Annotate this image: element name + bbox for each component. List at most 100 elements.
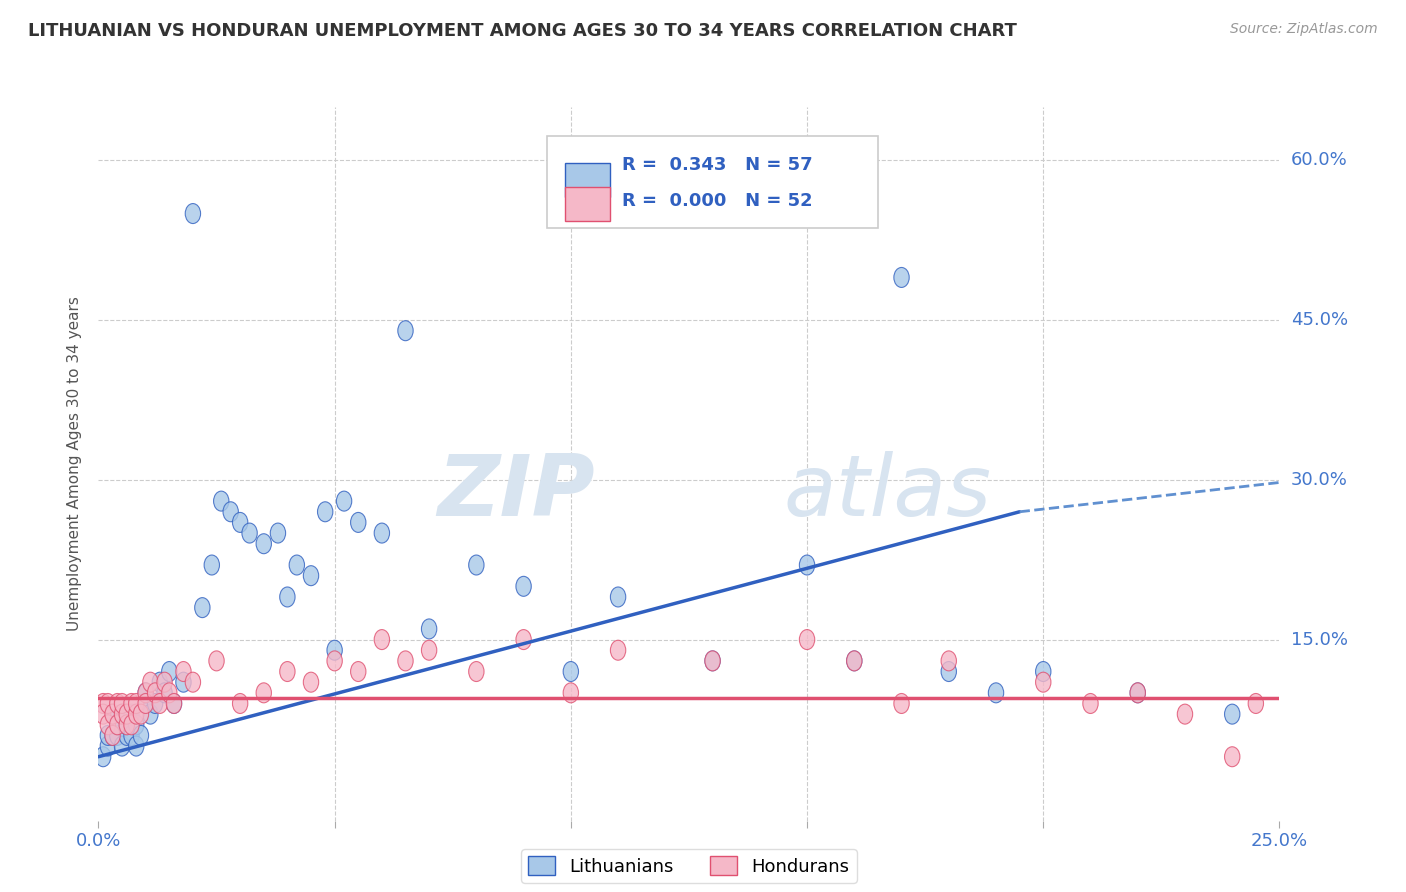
Ellipse shape [100,736,115,756]
Ellipse shape [120,714,135,735]
Legend: Lithuanians, Hondurans: Lithuanians, Hondurans [522,849,856,883]
Ellipse shape [564,683,578,703]
Text: ZIP: ZIP [437,450,595,534]
Ellipse shape [176,673,191,692]
Ellipse shape [350,662,366,681]
Ellipse shape [1225,747,1240,767]
Ellipse shape [280,662,295,681]
Ellipse shape [468,555,484,575]
Ellipse shape [148,683,163,703]
Ellipse shape [128,704,143,724]
Ellipse shape [138,683,153,703]
Ellipse shape [318,502,333,522]
Ellipse shape [422,640,437,660]
Ellipse shape [704,651,720,671]
Text: R =  0.343   N = 57: R = 0.343 N = 57 [621,156,813,174]
Ellipse shape [157,683,173,703]
Ellipse shape [304,673,319,692]
Bar [565,163,610,197]
Ellipse shape [124,704,139,724]
Ellipse shape [114,704,129,724]
Text: 60.0%: 60.0% [1291,152,1347,169]
Ellipse shape [105,704,121,724]
Ellipse shape [232,693,247,714]
FancyBboxPatch shape [547,136,877,228]
Ellipse shape [214,491,229,511]
Ellipse shape [1130,683,1146,703]
Ellipse shape [128,693,143,714]
Ellipse shape [1225,704,1240,724]
Ellipse shape [894,268,910,287]
Ellipse shape [894,693,910,714]
Ellipse shape [152,673,167,692]
Text: atlas: atlas [783,450,991,534]
Ellipse shape [128,736,143,756]
Text: 15.0%: 15.0% [1291,631,1347,648]
Ellipse shape [270,523,285,543]
Bar [565,186,610,221]
Ellipse shape [110,693,125,714]
Ellipse shape [1130,683,1146,703]
Ellipse shape [120,704,135,724]
Ellipse shape [328,651,342,671]
Ellipse shape [800,555,814,575]
Ellipse shape [186,673,201,692]
Ellipse shape [138,693,153,714]
Ellipse shape [124,714,139,735]
Ellipse shape [242,523,257,543]
Ellipse shape [96,693,111,714]
Ellipse shape [176,662,191,681]
Text: 30.0%: 30.0% [1291,471,1347,489]
Ellipse shape [194,598,209,617]
Ellipse shape [120,714,135,735]
Ellipse shape [846,651,862,671]
Ellipse shape [204,555,219,575]
Ellipse shape [134,725,149,746]
Ellipse shape [138,683,153,703]
Ellipse shape [704,651,720,671]
Ellipse shape [564,662,578,681]
Ellipse shape [1036,662,1050,681]
Ellipse shape [336,491,352,511]
Ellipse shape [110,714,125,735]
Ellipse shape [1249,693,1264,714]
Ellipse shape [143,704,157,724]
Ellipse shape [105,704,121,724]
Ellipse shape [290,555,305,575]
Ellipse shape [120,725,135,746]
Ellipse shape [846,651,862,671]
Ellipse shape [162,683,177,703]
Text: LITHUANIAN VS HONDURAN UNEMPLOYMENT AMONG AGES 30 TO 34 YEARS CORRELATION CHART: LITHUANIAN VS HONDURAN UNEMPLOYMENT AMON… [28,22,1017,40]
Ellipse shape [152,693,167,714]
Ellipse shape [350,512,366,533]
Ellipse shape [256,683,271,703]
Ellipse shape [224,502,239,522]
Ellipse shape [134,704,149,724]
Ellipse shape [186,203,201,224]
Ellipse shape [114,693,129,714]
Ellipse shape [124,693,139,714]
Ellipse shape [1083,693,1098,714]
Ellipse shape [124,725,139,746]
Ellipse shape [304,566,319,586]
Ellipse shape [114,704,129,724]
Ellipse shape [800,630,814,649]
Ellipse shape [110,714,125,735]
Ellipse shape [280,587,295,607]
Y-axis label: Unemployment Among Ages 30 to 34 years: Unemployment Among Ages 30 to 34 years [67,296,83,632]
Ellipse shape [96,704,111,724]
Ellipse shape [105,725,121,746]
Ellipse shape [100,714,115,735]
Ellipse shape [610,640,626,660]
Ellipse shape [166,693,181,714]
Ellipse shape [1177,704,1192,724]
Ellipse shape [516,630,531,649]
Ellipse shape [1036,673,1050,692]
Ellipse shape [157,673,173,692]
Ellipse shape [374,523,389,543]
Ellipse shape [516,576,531,597]
Ellipse shape [110,725,125,746]
Ellipse shape [138,693,153,714]
Text: R =  0.000   N = 52: R = 0.000 N = 52 [621,192,813,210]
Ellipse shape [256,533,271,554]
